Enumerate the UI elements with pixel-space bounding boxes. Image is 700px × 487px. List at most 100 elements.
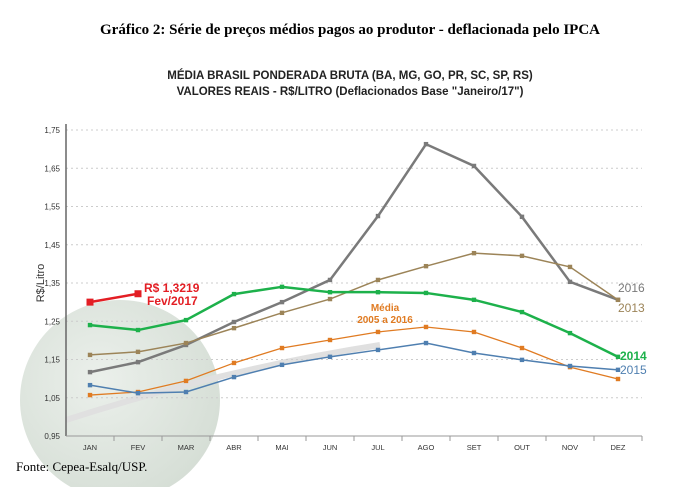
data-point (327, 289, 333, 295)
data-point (615, 297, 621, 303)
annotation-media-1: Média (371, 303, 400, 314)
y-tick-label: 1,05 (44, 394, 60, 403)
data-point (567, 363, 573, 369)
data-point (615, 367, 621, 373)
data-point (471, 329, 477, 335)
figure-title: Gráfico 2: Série de preços médios pagos … (100, 22, 600, 38)
data-point (87, 352, 93, 358)
source-note: Fonte: Cepea-Esalq/USP. (16, 459, 148, 474)
data-point (327, 354, 333, 360)
series-line-2015 (89, 342, 619, 394)
series-label: 2013 (618, 301, 645, 315)
series-line-2017 (89, 292, 139, 304)
data-point (279, 299, 285, 305)
x-tick-label: MAR (178, 443, 195, 452)
data-point (231, 374, 237, 380)
data-point (519, 345, 525, 351)
x-tick-label: JUN (323, 443, 338, 452)
data-point (423, 263, 429, 269)
data-point (519, 214, 525, 220)
data-point (519, 357, 525, 363)
x-tick-label: DEZ (611, 443, 626, 452)
y-tick-label: 1,75 (44, 126, 60, 135)
y-tick-label: 1,35 (44, 279, 60, 288)
x-tick-label: NOV (562, 443, 578, 452)
data-point (375, 289, 381, 295)
data-point (183, 389, 189, 395)
y-tick-label: 1,55 (44, 203, 60, 212)
x-tick-label: FEV (131, 443, 146, 452)
data-point (423, 340, 429, 346)
data-point (327, 277, 333, 283)
data-point (375, 213, 381, 219)
data-point (183, 317, 189, 323)
annotation-date: Fev/2017 (147, 294, 198, 308)
data-point (135, 327, 141, 333)
data-point (231, 291, 237, 297)
series-line-2013 (89, 252, 619, 356)
chart-subtitle: VALORES REAIS - R$/LITRO (Deflacionados … (176, 86, 524, 98)
series-label: 2014 (620, 349, 647, 363)
x-tick-label: OUT (514, 443, 530, 452)
data-point (471, 163, 477, 169)
data-point (567, 264, 573, 270)
series-label: 2016 (618, 281, 645, 295)
y-tick-label: 1,15 (44, 356, 60, 365)
data-point (279, 284, 285, 290)
data-point (87, 322, 93, 328)
data-point (279, 310, 285, 316)
data-point (567, 279, 573, 285)
y-axis-label: R$/Litro (35, 264, 47, 303)
data-point (87, 382, 93, 388)
data-point (87, 369, 93, 375)
data-point (471, 297, 477, 303)
background-swoosh-decoration (65, 342, 381, 423)
data-point (423, 141, 429, 147)
x-tick-label: MAI (275, 443, 288, 452)
series-line-2016 (89, 142, 619, 374)
series-line-média-2005-a-2016 (89, 326, 619, 396)
data-point (375, 347, 381, 353)
data-point (327, 296, 333, 302)
x-tick-label: JAN (83, 443, 97, 452)
y-tick-label: 0,95 (44, 432, 60, 441)
annotation-media-2: 2005 a 2016 (357, 315, 413, 326)
data-point (279, 362, 285, 368)
data-point (231, 360, 237, 366)
data-point (423, 290, 429, 296)
x-tick-label: ABR (226, 443, 242, 452)
data-point (567, 330, 573, 336)
data-point (183, 340, 189, 346)
data-point (519, 309, 525, 315)
data-point (471, 250, 477, 256)
data-point (519, 253, 525, 259)
data-point (279, 345, 285, 351)
data-point (135, 349, 141, 355)
data-point (87, 392, 93, 398)
y-tick-label: 1,65 (44, 164, 60, 173)
chart-title: MÉDIA BRASIL PONDERADA BRUTA (BA, MG, GO… (167, 70, 533, 82)
data-point (231, 319, 237, 325)
data-point (183, 378, 189, 384)
data-point (615, 376, 621, 382)
data-point (86, 298, 94, 306)
x-tick-label: SET (467, 443, 482, 452)
data-point (423, 324, 429, 330)
x-tick-label: JUL (371, 443, 384, 452)
data-point (231, 325, 237, 331)
annotation-value: R$ 1,3219 (144, 281, 200, 295)
y-tick-label: 1,25 (44, 317, 60, 326)
data-point (375, 277, 381, 283)
x-tick-label: AGO (418, 443, 435, 452)
data-point (327, 337, 333, 343)
series-line-2014 (89, 285, 619, 358)
data-point (135, 390, 141, 396)
series-label: 2015 (620, 363, 647, 377)
data-point (134, 290, 142, 298)
data-point (471, 350, 477, 356)
y-tick-label: 1,45 (44, 241, 60, 250)
data-point (135, 359, 141, 365)
data-point (615, 354, 621, 360)
data-point (375, 329, 381, 335)
